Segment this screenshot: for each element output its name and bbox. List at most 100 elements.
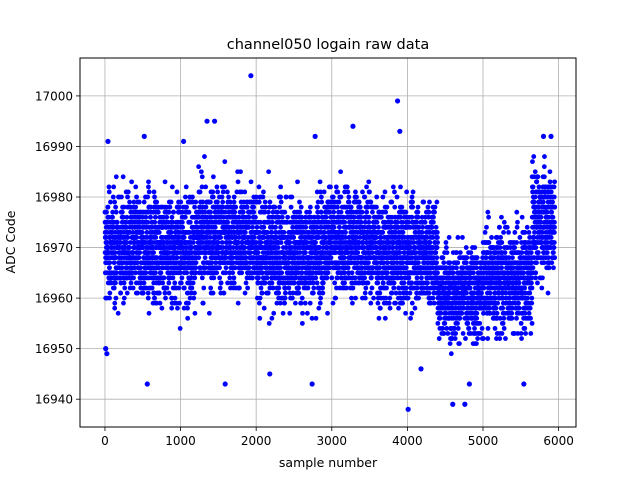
data-point [149, 285, 155, 291]
data-point [384, 204, 390, 210]
data-point [468, 250, 474, 256]
data-point [169, 184, 175, 190]
data-point [403, 310, 408, 316]
data-point [231, 199, 237, 205]
data-point [313, 240, 318, 245]
data-point [106, 184, 112, 190]
data-point [151, 189, 157, 195]
data-point [455, 235, 461, 240]
data-point [124, 240, 130, 245]
data-point [364, 184, 369, 190]
data-point [362, 295, 368, 301]
data-point [429, 224, 435, 230]
data-point [135, 260, 140, 266]
data-point [410, 204, 416, 210]
data-point [266, 320, 272, 326]
data-point [299, 214, 305, 220]
data-point [430, 295, 436, 301]
data-point [313, 315, 319, 321]
data-point [240, 240, 245, 245]
data-point [383, 209, 389, 215]
data-point [130, 250, 136, 256]
data-point [282, 209, 288, 215]
data-point [459, 310, 465, 316]
data-point [192, 290, 197, 296]
data-point [250, 224, 255, 230]
data-point [131, 275, 136, 281]
data-point [115, 310, 121, 316]
data-point [162, 179, 168, 185]
data-point [264, 275, 270, 281]
data-point [270, 219, 275, 225]
data-point [300, 310, 305, 316]
data-point [127, 199, 132, 205]
data-point [464, 255, 470, 261]
data-point [207, 235, 213, 240]
data-point [332, 280, 338, 286]
data-point [272, 204, 278, 210]
data-point [443, 245, 449, 250]
data-point [166, 209, 172, 215]
data-point [121, 280, 127, 286]
data-point [220, 204, 226, 210]
data-point [208, 199, 213, 205]
data-point [403, 285, 409, 291]
data-point [179, 219, 185, 225]
data-point [223, 270, 229, 276]
data-point [380, 229, 386, 235]
data-point [478, 331, 483, 336]
data-point [246, 224, 252, 230]
data-point [275, 209, 280, 215]
data-point [342, 255, 347, 261]
data-point [405, 295, 411, 301]
data-point [122, 285, 128, 291]
data-point [317, 300, 323, 306]
data-point [222, 184, 227, 190]
data-point [410, 199, 415, 205]
data-point [419, 275, 424, 281]
data-point [199, 184, 205, 190]
data-point [346, 194, 352, 200]
data-point [277, 204, 282, 210]
data-point [172, 295, 178, 301]
data-point [270, 209, 276, 215]
data-point [221, 290, 227, 296]
data-point [427, 240, 433, 245]
data-point [291, 280, 297, 286]
data-point [259, 290, 265, 296]
data-point [463, 336, 468, 341]
data-point [230, 270, 236, 276]
data-point [231, 275, 237, 281]
data-point [316, 305, 322, 311]
data-point [262, 209, 268, 215]
data-point [345, 189, 351, 195]
data-point [297, 199, 302, 205]
data-point [258, 240, 264, 245]
data-point [164, 204, 169, 210]
data-point [389, 199, 395, 205]
data-point [112, 300, 118, 306]
data-point [336, 199, 342, 205]
data-point [125, 235, 131, 240]
data-point [154, 199, 160, 205]
data-point [208, 209, 213, 215]
data-point [254, 224, 260, 230]
data-point [182, 214, 188, 220]
data-point [283, 194, 289, 200]
data-point [455, 320, 460, 326]
data-point [175, 305, 180, 311]
data-point [125, 189, 131, 195]
data-point [362, 275, 367, 281]
data-point [146, 310, 152, 316]
data-point [382, 189, 388, 195]
data-point [191, 295, 197, 301]
data-point [357, 204, 363, 210]
data-point [403, 265, 409, 271]
data-point [231, 194, 237, 200]
data-point [136, 199, 142, 205]
data-point [283, 290, 288, 296]
data-point [274, 300, 280, 306]
data-point [180, 224, 186, 230]
data-point [186, 209, 192, 215]
data-point [113, 209, 119, 215]
